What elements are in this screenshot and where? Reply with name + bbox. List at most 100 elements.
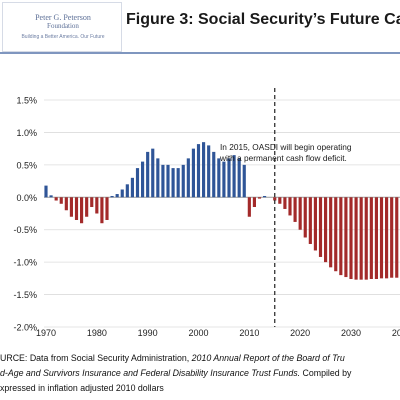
bar — [247, 197, 251, 217]
cash-flow-chart: 1.5% 1.0% 0.5% 0.0% -0.5% -1.0% -1.5% -2.0% 197… — [13, 88, 400, 336]
peterson-foundation-logo: Peter G. Peterson Foundation Building a … — [2, 2, 122, 52]
bar — [334, 197, 338, 272]
bar — [303, 197, 307, 238]
y-tick-label: 0.5% — [16, 160, 37, 170]
logo-subtitle: Foundation — [47, 22, 79, 30]
bar — [85, 197, 89, 217]
x-tick-label: 2000 — [188, 328, 208, 336]
logo-name: Peter G. Peterson — [35, 13, 91, 22]
bar — [120, 189, 124, 198]
bar — [181, 164, 185, 198]
bar — [186, 158, 190, 198]
source-compiled: Compiled by — [300, 368, 352, 378]
figure-title: Figure 3: Social Security’s Future Cash … — [126, 11, 400, 28]
deficit-annotation: In 2015, OASDI will begin operating with… — [220, 142, 396, 164]
bar — [298, 197, 302, 230]
annotation-line-1: In 2015, OASDI will begin operating — [220, 142, 352, 152]
source-line-2: d-Age and Survivors Insurance and Federa… — [0, 366, 400, 381]
bar — [273, 197, 277, 201]
bar — [161, 164, 165, 198]
bar — [374, 197, 378, 280]
bar — [44, 185, 48, 198]
bar — [293, 197, 297, 222]
bar — [364, 197, 368, 280]
bar — [115, 194, 119, 198]
bar — [110, 195, 114, 198]
y-tick-label: -1.5% — [13, 290, 37, 300]
bar — [90, 197, 94, 208]
bar — [130, 177, 134, 198]
bars — [44, 142, 399, 280]
bar — [339, 197, 343, 276]
bar — [344, 197, 348, 278]
bar — [202, 142, 206, 198]
bar — [222, 161, 226, 198]
bar — [379, 197, 384, 279]
bar — [54, 197, 58, 201]
x-tick-label: 1980 — [87, 328, 107, 336]
bar — [69, 197, 73, 217]
bar — [217, 158, 221, 198]
source-note: URCE: Data from Social Security Administ… — [0, 351, 400, 396]
y-tick-label: -0.5% — [13, 225, 37, 235]
bar — [242, 164, 246, 198]
bar — [191, 148, 195, 198]
bar — [395, 197, 399, 278]
bar — [313, 197, 317, 251]
x-tick-label: 2040 — [392, 328, 400, 336]
source-report-title: 2010 Annual Report of the Board of Tru — [191, 353, 345, 363]
bar — [212, 151, 216, 198]
x-tick-label: 2030 — [341, 328, 361, 336]
x-tick-label: 2010 — [239, 328, 259, 336]
logo-tagline: Building a Better America. Our Future — [21, 34, 105, 40]
bar — [151, 148, 155, 198]
title-divider — [0, 52, 400, 54]
y-tick-label: -1.0% — [13, 258, 37, 268]
bar — [257, 197, 262, 199]
bar — [329, 197, 333, 268]
bar — [354, 197, 358, 280]
y-tick-label: 1.5% — [16, 96, 37, 106]
y-tick-label: 0.0% — [16, 193, 37, 203]
bar — [283, 197, 287, 209]
source-prefix: URCE: Data from Social Security Administ… — [0, 353, 192, 363]
source-line-3: xpressed in inflation adjusted 2010 doll… — [0, 383, 164, 393]
y-tick-label: 1.0% — [16, 128, 37, 138]
bar — [252, 197, 256, 208]
bar — [232, 155, 236, 198]
x-axis-ticks: 1970198019902000201020202030204020502060… — [36, 328, 400, 336]
bar — [74, 197, 79, 220]
bar — [95, 197, 99, 214]
x-tick-label: 2020 — [290, 328, 310, 336]
bar — [196, 144, 201, 198]
bar — [49, 195, 53, 198]
annotation-line-2: with a permanent cash flow deficit. — [220, 153, 347, 163]
bar — [359, 197, 363, 280]
bar — [125, 184, 129, 198]
bar — [105, 197, 109, 220]
bar — [176, 168, 180, 198]
bar — [146, 151, 150, 198]
bar — [278, 197, 282, 204]
y-tick-label: -2.0% — [13, 323, 37, 333]
bar — [207, 145, 211, 198]
bar — [237, 158, 241, 198]
bar — [288, 197, 292, 216]
bar — [64, 197, 68, 211]
bar — [324, 197, 328, 263]
bar — [390, 197, 394, 278]
bar — [308, 197, 312, 244]
bar — [59, 197, 63, 204]
bar — [385, 197, 389, 279]
y-axis-ticks: 1.5% 1.0% 0.5% 0.0% -0.5% -1.0% -1.5% -2.0% — [13, 96, 37, 333]
bar — [166, 164, 170, 198]
bar — [80, 197, 84, 224]
x-tick-label: 1990 — [138, 328, 158, 336]
bar — [263, 195, 267, 198]
bar — [318, 197, 323, 257]
gridlines — [44, 99, 400, 328]
bar — [227, 158, 231, 198]
bar — [141, 161, 145, 198]
bar — [171, 168, 175, 198]
bar — [135, 168, 140, 198]
